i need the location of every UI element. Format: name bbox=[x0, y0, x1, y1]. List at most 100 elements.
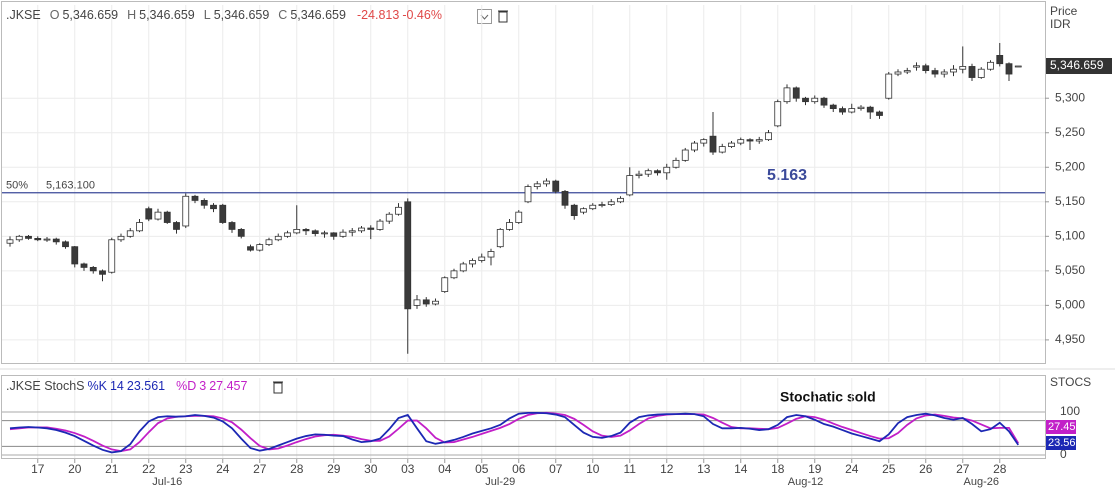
candle-body bbox=[136, 222, 143, 232]
candle-body bbox=[848, 108, 856, 113]
x-tick-label: 27 bbox=[253, 462, 267, 476]
x-tick-label: 27 bbox=[956, 462, 970, 476]
candle-body bbox=[311, 230, 319, 234]
candle-body bbox=[691, 142, 698, 151]
y-tick-label: 0 bbox=[1060, 447, 1067, 461]
dropdown-icon[interactable] bbox=[477, 9, 492, 24]
close-label: C bbox=[278, 8, 288, 22]
candle-body bbox=[43, 238, 51, 241]
x-tick-label: 29 bbox=[327, 462, 341, 476]
candle-body bbox=[709, 135, 717, 153]
candle-body bbox=[607, 201, 615, 205]
change: -24.813 bbox=[356, 8, 400, 22]
high-label: H bbox=[127, 8, 137, 22]
price-header: .JKSE O 5,346.659 H 5,346.659 L 5,346.659 C… bbox=[6, 8, 442, 22]
candle-body bbox=[62, 241, 69, 248]
y-tick-label: 5,200 bbox=[1055, 159, 1085, 173]
last-value-box bbox=[1046, 436, 1076, 450]
candle-body bbox=[792, 87, 800, 99]
candle-body bbox=[533, 183, 541, 188]
candle-body bbox=[52, 238, 60, 243]
candle-body bbox=[302, 229, 310, 232]
x-tick-label: 28 bbox=[993, 462, 1007, 476]
trash-icon[interactable] bbox=[273, 381, 283, 394]
stoch-title: .JKSE StochS bbox=[6, 379, 85, 393]
candle-body bbox=[191, 195, 199, 201]
candle-body bbox=[71, 246, 79, 265]
candle-body bbox=[80, 263, 88, 268]
k-period: 14 bbox=[109, 379, 124, 393]
candle-body bbox=[626, 175, 634, 196]
candle-body bbox=[700, 139, 708, 144]
y-tick-label: 100 bbox=[1060, 404, 1080, 418]
x-tick-label: 30 bbox=[364, 462, 378, 476]
candle-body bbox=[580, 208, 587, 213]
stoch-line bbox=[9, 411, 1020, 453]
y-tick-label: 4,950 bbox=[1055, 332, 1085, 346]
candle-body bbox=[598, 204, 606, 206]
candle-body bbox=[654, 170, 661, 174]
change-pct: -0.46% bbox=[402, 8, 442, 22]
candle-body bbox=[940, 71, 948, 75]
x-tick-label: 07 bbox=[549, 462, 563, 476]
k-name: %K bbox=[87, 379, 107, 393]
candle-body bbox=[284, 232, 291, 237]
candle-body bbox=[173, 222, 180, 230]
x-tick-label: 12 bbox=[660, 462, 674, 476]
candle-body bbox=[885, 73, 893, 99]
x-tick-label: 28 bbox=[290, 462, 304, 476]
candle-body bbox=[117, 235, 125, 241]
candle-body bbox=[358, 227, 365, 232]
candle-body bbox=[959, 66, 967, 70]
x-tick-label: 13 bbox=[697, 462, 711, 476]
x-tick-label: 05 bbox=[475, 462, 489, 476]
open-label: O bbox=[49, 8, 60, 22]
x-tick-label: 19 bbox=[808, 462, 822, 476]
candle-body bbox=[274, 235, 282, 241]
x-major-label: Aug-12 bbox=[788, 476, 823, 488]
level-value: 5,163.100 bbox=[46, 180, 95, 192]
candle-body bbox=[977, 68, 985, 78]
candle-body bbox=[15, 235, 23, 241]
y-tick-label: 5,250 bbox=[1055, 125, 1085, 139]
candle-body bbox=[922, 65, 930, 71]
x-tick-label: 20 bbox=[68, 462, 82, 476]
candle-body bbox=[6, 239, 14, 244]
candle-body bbox=[820, 97, 828, 106]
y-tick-label: 5,050 bbox=[1055, 263, 1085, 277]
trash-icon[interactable] bbox=[498, 10, 508, 23]
y-tick-label: 5,300 bbox=[1055, 90, 1085, 104]
candle-body bbox=[496, 229, 504, 248]
candle-body bbox=[987, 61, 994, 70]
candle-body bbox=[348, 230, 356, 233]
candle-body bbox=[163, 211, 171, 223]
candle-body bbox=[154, 211, 162, 220]
candle-body bbox=[182, 195, 190, 227]
stoch-header: .JKSE StochS %K 14 23.561 %D 3 27.457 bbox=[6, 379, 247, 393]
candle-body bbox=[524, 186, 532, 203]
candle-body bbox=[228, 222, 236, 230]
x-tick-label: 24 bbox=[216, 462, 230, 476]
x-major-label: Aug-26 bbox=[964, 476, 999, 488]
candle-body bbox=[450, 270, 458, 279]
candle-body bbox=[210, 204, 217, 210]
x-tick-label: 03 bbox=[401, 462, 415, 476]
x-tick-label: 14 bbox=[734, 462, 748, 476]
candle-body bbox=[265, 239, 273, 246]
stoch-annotation: Stochatic sold bbox=[780, 389, 876, 405]
k-last: 23.561 bbox=[126, 379, 166, 393]
candle-body bbox=[746, 139, 754, 142]
level-percent: 50% bbox=[6, 180, 28, 192]
y-tick-label: 5,150 bbox=[1055, 194, 1085, 208]
candle-body bbox=[913, 65, 920, 68]
candle-body bbox=[765, 132, 772, 141]
candle-body bbox=[321, 232, 328, 235]
candle-body bbox=[404, 201, 412, 310]
candle-body bbox=[506, 222, 513, 230]
last-value-label: 23.561 bbox=[1048, 437, 1082, 449]
d-period: 3 bbox=[199, 379, 207, 393]
level-annotation: 5.163 bbox=[767, 167, 807, 184]
candle-body bbox=[635, 173, 643, 176]
dropdown-box bbox=[477, 9, 492, 24]
